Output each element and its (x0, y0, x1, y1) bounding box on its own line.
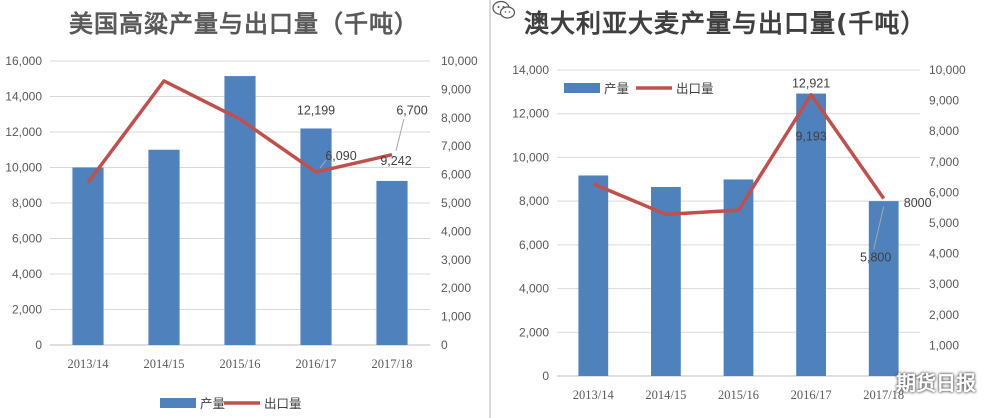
data-label-leader (319, 159, 327, 169)
y-left-tick-label: 14,000 (5, 90, 42, 104)
y-left-tick-label: 14,000 (512, 63, 549, 77)
legend-label: 产量 (604, 81, 629, 96)
y-right-tick-label: 5,000 (929, 216, 959, 230)
y-left-tick-label: 8,000 (519, 194, 549, 208)
y-left-tick-label: 10,000 (512, 150, 549, 164)
x-category-label: 2013/14 (68, 357, 110, 371)
legend-label: 出口量 (676, 81, 714, 96)
y-right-tick-label: 3,000 (441, 253, 471, 267)
data-label: 5,800 (860, 251, 891, 265)
y-right-tick-label: 3,000 (929, 277, 959, 291)
x-category-label: 2014/15 (144, 357, 185, 371)
bar-产量 (796, 93, 826, 376)
legend-swatch-bar (160, 398, 196, 408)
chart-svg-right: 0 2,000 4,000 6,000 8,000 10,000 12,000 14,000 1… (512, 63, 966, 402)
data-label-leader (873, 206, 885, 250)
x-category-label: 2014/15 (645, 388, 686, 402)
y-left-tick-label: 10,000 (5, 161, 42, 175)
wechat-icon (492, 0, 516, 19)
data-label: 9,193 (795, 130, 826, 144)
y-right-tick-label: 2,000 (929, 308, 959, 322)
bar-产量 (376, 180, 408, 345)
y-right-tick-label: 7,000 (929, 155, 959, 169)
y-right-tick-label: 5,000 (441, 196, 471, 210)
x-category-label: 2013/14 (573, 388, 615, 402)
data-label: 12,921 (792, 77, 830, 91)
x-category-label: 2017/18 (863, 388, 904, 402)
y-right-tick-label: 1,000 (441, 310, 471, 324)
x-category-label: 2016/17 (791, 388, 832, 402)
data-label: 12,199 (297, 103, 335, 117)
y-right-tick-label: 9,000 (929, 94, 959, 108)
x-category-label: 2015/16 (718, 388, 759, 402)
y-right-tick-label: 6,000 (441, 168, 471, 182)
y-right-tick-label: 7,000 (441, 139, 471, 153)
y-left-tick-label: 4,000 (12, 267, 42, 281)
y-left-tick-label: 8,000 (12, 196, 42, 210)
x-category-label: 2015/16 (220, 357, 261, 371)
y-left-tick-label: 6,000 (12, 232, 42, 246)
y-left-tick-label: 2,000 (12, 303, 42, 317)
y-left-tick-label: 12,000 (512, 107, 549, 121)
y-left-tick-label: 4,000 (519, 282, 549, 296)
bar-产量 (224, 76, 256, 346)
y-left-tick-label: 6,000 (519, 238, 549, 252)
y-left-tick-label: 0 (542, 369, 549, 383)
y-right-tick-label: 8,000 (441, 111, 471, 125)
y-right-tick-label: 10,000 (929, 63, 966, 77)
bar-产量 (868, 201, 899, 376)
y-right-tick-label: 1,000 (929, 338, 959, 352)
bar-产量 (72, 167, 104, 345)
y-left-tick-label: 16,000 (5, 54, 42, 68)
x-category-label: 2016/17 (296, 357, 337, 371)
legend-swatch-bar (564, 83, 600, 93)
data-label-leader (395, 118, 405, 151)
bar-产量 (148, 149, 180, 345)
legend-label: 产量 (200, 396, 225, 411)
y-right-tick-label: 8,000 (929, 124, 959, 138)
data-label: 6,700 (396, 104, 427, 118)
line-出口量 (86, 79, 393, 184)
y-right-tick-label: 4,000 (441, 224, 471, 238)
watermark-text: 期货日报 (896, 371, 976, 395)
data-label: 9,242 (380, 154, 411, 168)
chart-title-right: 澳大利亚大麦产量与出口量(千吨） (524, 9, 927, 38)
y-right-tick-label: 6,000 (929, 185, 959, 199)
y-left-tick-label: 12,000 (5, 125, 42, 139)
y-right-tick-label: 0 (441, 338, 448, 352)
data-label: 6,090 (325, 149, 356, 163)
y-left-tick-label: 0 (35, 338, 42, 352)
chart-title-left: 美国高粱产量与出口量（千吨） (69, 10, 419, 38)
y-left-tick-label: 2,000 (519, 325, 549, 339)
legend-label: 出口量 (264, 396, 302, 411)
y-right-tick-label: 9,000 (441, 82, 471, 96)
bar-产量 (651, 187, 681, 376)
data-label: 8000 (904, 196, 932, 210)
y-right-tick-label: 10,000 (441, 54, 478, 68)
chart-panel-left: 美国高粱产量与出口量（千吨） 0 2,000 4,000 6,000 8,000 10,0… (0, 0, 488, 418)
y-right-tick-label: 2,000 (441, 281, 471, 295)
y-right-tick-label: 4,000 (929, 247, 959, 261)
bar-产量 (578, 175, 609, 376)
panel-divider (489, 0, 491, 418)
x-category-label: 2017/18 (372, 357, 413, 371)
chart-panel-right: 澳大利亚大麦产量与出口量(千吨） 0 2,000 4,000 6,000 8,000 10… (492, 0, 984, 418)
line-出口量 (592, 92, 886, 217)
chart-svg-left: 0 2,000 4,000 6,000 8,000 10,000 12,000 14,000 1… (5, 54, 478, 411)
